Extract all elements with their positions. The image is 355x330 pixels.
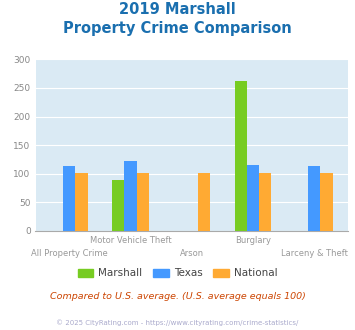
Text: 2019 Marshall: 2019 Marshall [119, 2, 236, 16]
Bar [247, 165, 259, 231]
Bar [235, 81, 247, 231]
Bar [320, 173, 333, 231]
Text: Burglary: Burglary [235, 236, 271, 245]
Text: Larceny & Theft: Larceny & Theft [281, 249, 348, 258]
Bar [308, 166, 320, 231]
Bar [124, 161, 137, 231]
Text: All Property Crime: All Property Crime [31, 249, 108, 258]
Text: Arson: Arson [180, 249, 204, 258]
Text: Motor Vehicle Theft: Motor Vehicle Theft [89, 236, 171, 245]
Text: © 2025 CityRating.com - https://www.cityrating.com/crime-statistics/: © 2025 CityRating.com - https://www.city… [56, 319, 299, 326]
Legend: Marshall, Texas, National: Marshall, Texas, National [73, 264, 282, 282]
Text: Compared to U.S. average. (U.S. average equals 100): Compared to U.S. average. (U.S. average … [50, 292, 305, 301]
Bar [137, 173, 149, 231]
Bar [63, 166, 75, 231]
Bar [198, 173, 210, 231]
Bar [75, 173, 88, 231]
Bar [112, 180, 124, 231]
Bar [259, 173, 271, 231]
Text: Property Crime Comparison: Property Crime Comparison [63, 21, 292, 36]
